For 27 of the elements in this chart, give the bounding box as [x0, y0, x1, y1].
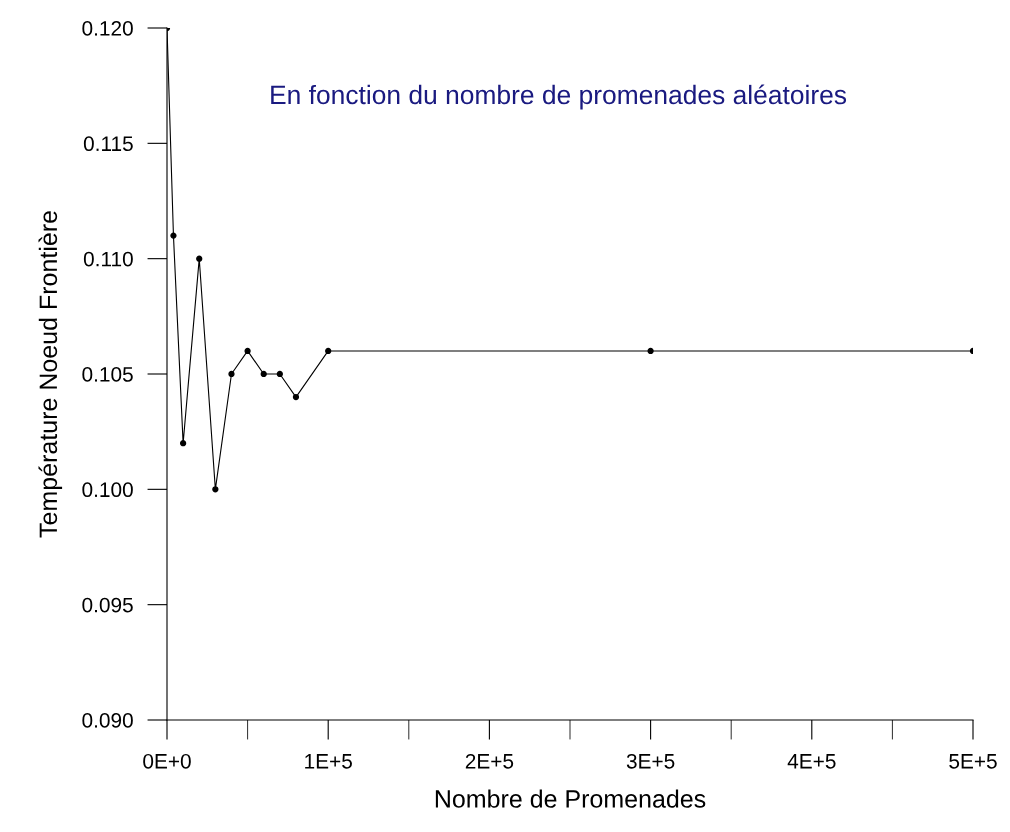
- x-tick-label: 1E+5: [305, 754, 352, 769]
- point: [212, 486, 219, 493]
- point: [228, 370, 235, 378]
- y-axis-title: Température Noeud Frontière: [38, 211, 63, 538]
- text: En fonction du nombre de promenades aléatoires: [271, 84, 847, 110]
- point: [179, 440, 187, 447]
- y-tick-label: 0.090: [82, 713, 133, 728]
- point: [276, 370, 283, 378]
- x-tick-label: 0E+0: [143, 753, 191, 769]
- point: [244, 347, 251, 355]
- y-tick-label: 0.100: [82, 482, 133, 498]
- x-tick-label: 3E+5: [626, 753, 675, 769]
- y-tick-label: 0.120: [82, 21, 133, 36]
- point: [647, 347, 654, 355]
- point: [292, 393, 300, 401]
- point: [325, 347, 332, 355]
- x-tick-label: 2E+5: [465, 753, 514, 769]
- x-tick-label: 4E+5: [787, 754, 836, 769]
- y-tick-label: 0.095: [82, 597, 133, 613]
- x-tick-label: 5E+5: [949, 754, 997, 769]
- x-axis-title: Nombre de Promenades: [435, 789, 706, 808]
- point: [260, 370, 267, 378]
- point: [170, 232, 177, 239]
- y-tick-label: 0.105: [82, 367, 133, 382]
- y-tick-label: 0.110: [83, 251, 133, 267]
- y-tick-label: 0.115: [83, 136, 133, 152]
- point: [196, 255, 203, 262]
